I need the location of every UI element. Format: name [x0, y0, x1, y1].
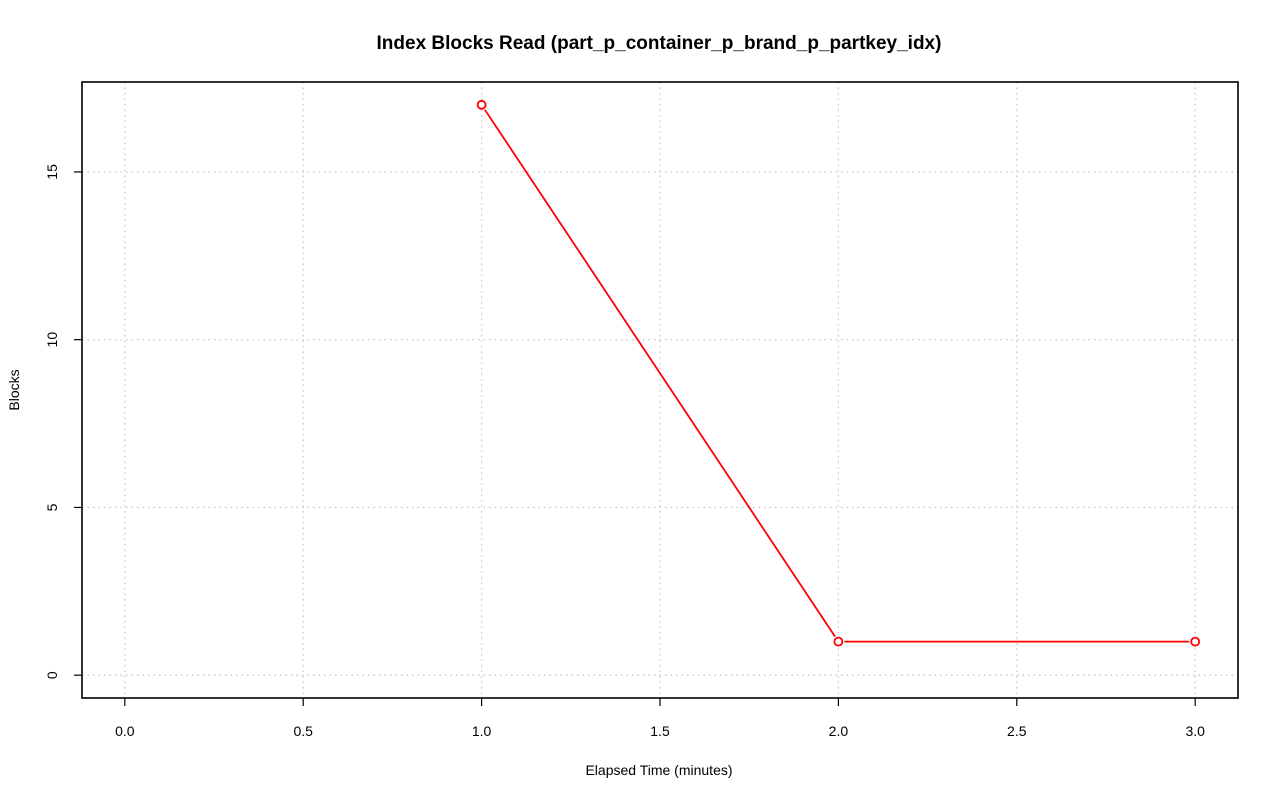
x-tick-label: 0.0 [115, 723, 135, 739]
y-tick-label: 15 [44, 164, 60, 180]
x-tick-label: 1.5 [650, 723, 670, 739]
y-axis: 0 5 10 15 [44, 164, 82, 679]
y-axis-label: Blocks [6, 369, 22, 410]
y-tick-label: 10 [44, 332, 60, 348]
x-tick-label: 2.5 [1007, 723, 1027, 739]
x-tick-label: 0.5 [293, 723, 313, 739]
data-point [833, 636, 844, 647]
series-line-segment [484, 109, 836, 638]
x-tick-label: 3.0 [1185, 723, 1205, 739]
data-point [1190, 636, 1201, 647]
data-series [476, 99, 1201, 647]
chart-title: Index Blocks Read (part_p_container_p_br… [377, 33, 942, 54]
grid [82, 82, 1238, 698]
x-tick-label: 2.0 [829, 723, 849, 739]
y-tick-label: 5 [44, 503, 60, 511]
y-tick-label: 0 [44, 671, 60, 679]
data-point [476, 99, 487, 110]
x-axis: 0.0 0.5 1.0 1.5 2.0 2.5 3.0 [115, 698, 1205, 739]
x-axis-label: Elapsed Time (minutes) [585, 762, 732, 778]
x-tick-label: 1.0 [472, 723, 492, 739]
